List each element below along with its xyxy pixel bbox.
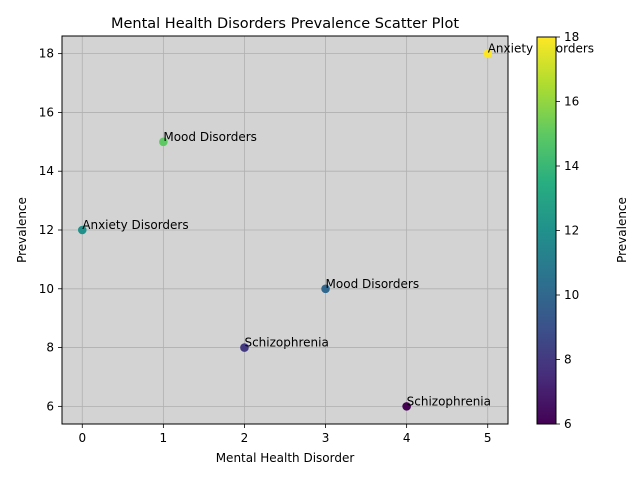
y-tick-label: 6 [46, 399, 54, 413]
data-point-label: Schizophrenia [407, 394, 491, 408]
x-tick-label: 0 [78, 431, 86, 445]
x-tick-label: 5 [484, 431, 492, 445]
y-tick-label: 12 [39, 223, 54, 237]
y-axis-label: Prevalence [15, 197, 29, 263]
colorbar-tick-label: 8 [564, 353, 572, 367]
grid-lines [62, 36, 508, 424]
data-point [77, 225, 87, 235]
x-axis-ticks: 0 1 2 3 4 5 [78, 424, 492, 445]
plot-frame [61, 35, 509, 425]
colorbar-tick-label: 18 [564, 30, 579, 44]
colorbar [536, 36, 557, 425]
x-tick-label: 3 [322, 431, 330, 445]
data-point-label: Mood Disorders [163, 130, 257, 144]
data-point-label: Anxiety Disorders [82, 218, 188, 232]
data-point [159, 137, 168, 147]
data-point-label: Schizophrenia [244, 336, 328, 350]
y-tick-label: 10 [39, 282, 54, 296]
chart-title: Mental Health Disorders Prevalence Scatt… [111, 16, 459, 32]
y-tick-label: 8 [46, 341, 54, 355]
y-tick-label: 18 [39, 47, 54, 61]
colorbar-tick-label: 14 [564, 159, 579, 173]
data-point [483, 49, 493, 58]
colorbar-tick-label: 16 [564, 95, 579, 109]
colorbar-tick-label: 12 [564, 224, 579, 238]
data-points [77, 49, 493, 411]
data-point [240, 343, 249, 352]
x-tick-label: 2 [241, 431, 249, 445]
data-point-label: Mood Disorders [326, 277, 420, 291]
colorbar-tick-label: 6 [564, 417, 572, 431]
data-point [321, 284, 330, 294]
colorbar-ticks: 6 8 10 12 14 16 18 [556, 30, 579, 431]
x-tick-label: 1 [160, 431, 168, 445]
x-axis-label: Mental Health Disorder [216, 451, 355, 465]
x-tick-label: 4 [403, 431, 411, 445]
y-tick-label: 14 [39, 164, 54, 178]
colorbar-tick-label: 10 [564, 288, 579, 302]
y-axis-ticks: 6 8 10 12 14 16 18 [39, 47, 62, 413]
y-tick-label: 16 [39, 105, 54, 119]
data-point [402, 402, 411, 411]
colorbar-label: Prevalence [615, 197, 629, 263]
